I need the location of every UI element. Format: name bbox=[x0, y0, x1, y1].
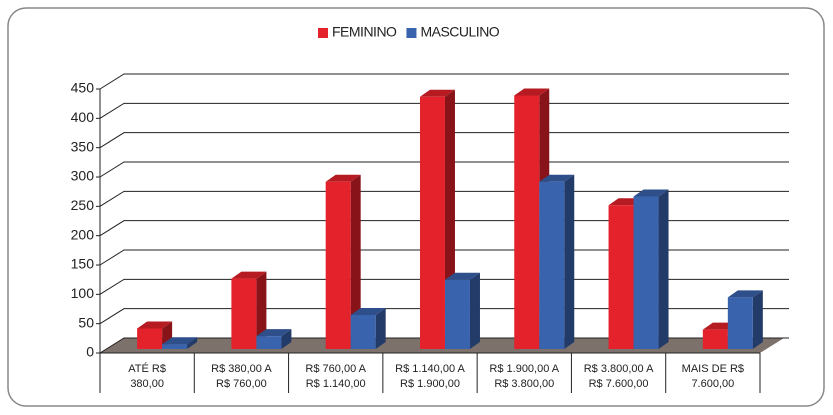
bar-top bbox=[514, 88, 550, 96]
bar-front bbox=[325, 181, 351, 349]
x-tick-label: R$ 3.800,00 bbox=[494, 378, 554, 390]
bar bbox=[727, 290, 763, 349]
x-tick-label: MAIS DE R$ bbox=[682, 363, 744, 375]
y-tick-label: 100 bbox=[71, 285, 95, 301]
legend-swatch bbox=[406, 28, 417, 38]
x-tick-label: R$ 380,00 A bbox=[211, 363, 272, 375]
y-tick-label: 200 bbox=[71, 226, 95, 242]
grid-line bbox=[99, 161, 789, 178]
bar-top bbox=[633, 189, 669, 197]
bar-top bbox=[350, 307, 386, 315]
bar-top bbox=[539, 174, 575, 182]
x-tick-label: 7.600,00 bbox=[691, 378, 734, 390]
bar bbox=[539, 174, 575, 349]
bar bbox=[444, 272, 480, 349]
bar-front bbox=[137, 328, 163, 349]
grid-line bbox=[99, 73, 789, 90]
bar-side bbox=[281, 329, 292, 349]
bar-side bbox=[375, 307, 386, 349]
bar-top bbox=[256, 329, 292, 337]
bar bbox=[256, 329, 292, 349]
legend-label: MASCULINO bbox=[420, 24, 499, 40]
bar bbox=[162, 337, 198, 349]
bar-front bbox=[514, 95, 540, 349]
bar-side bbox=[469, 272, 480, 349]
y-tick-label: 300 bbox=[71, 168, 95, 184]
bar-top bbox=[325, 174, 361, 182]
y-tick-label: 150 bbox=[71, 256, 95, 272]
bar-front bbox=[702, 329, 728, 349]
bar bbox=[137, 321, 173, 349]
bar bbox=[350, 307, 386, 349]
y-tick-label: 450 bbox=[71, 80, 95, 96]
bar-front bbox=[231, 278, 257, 349]
bar-top bbox=[419, 89, 455, 97]
bar-top bbox=[231, 271, 267, 279]
bar-front bbox=[727, 297, 753, 349]
bar-front bbox=[256, 336, 282, 349]
bar-front bbox=[162, 344, 188, 349]
x-tick-label: R$ 3.800,00 A bbox=[584, 363, 654, 375]
x-tick-label: R$ 7.600,00 bbox=[589, 378, 649, 390]
x-tick-label: ATÉ R$ bbox=[128, 362, 166, 375]
bar-top bbox=[137, 321, 173, 329]
x-tick-label: R$ 760,00 bbox=[216, 378, 267, 390]
legend-swatch bbox=[318, 28, 328, 38]
bar bbox=[231, 271, 267, 349]
bar-front bbox=[539, 181, 565, 349]
bar-top bbox=[727, 290, 763, 298]
bar-front bbox=[350, 314, 376, 349]
y-tick-label: 50 bbox=[78, 314, 94, 330]
bar-top bbox=[162, 337, 198, 345]
bar-side bbox=[256, 271, 267, 349]
bar-front bbox=[608, 205, 634, 349]
x-tick-label: R$ 1.900,00 bbox=[400, 378, 460, 390]
bar-front bbox=[444, 279, 470, 349]
bar-front bbox=[633, 196, 659, 349]
y-tick-label: 0 bbox=[86, 344, 94, 360]
bar-side bbox=[658, 189, 669, 349]
x-tick-label: R$ 1.140,00 bbox=[306, 378, 366, 390]
y-tick-label: 250 bbox=[71, 197, 95, 213]
bar-side bbox=[564, 174, 575, 349]
bar-side bbox=[350, 174, 361, 349]
x-tick-label: R$ 1.900,00 A bbox=[489, 363, 559, 375]
bar bbox=[633, 189, 669, 349]
y-tick-label: 400 bbox=[71, 109, 95, 125]
x-tick-label: R$ 1.140,00 A bbox=[395, 363, 465, 375]
grid-line bbox=[99, 102, 789, 119]
y-tick-label: 350 bbox=[71, 138, 95, 154]
x-tick-label: 380,00 bbox=[130, 378, 164, 390]
legend-label: FEMININO bbox=[332, 24, 397, 40]
bar-side bbox=[752, 290, 763, 349]
grid-line bbox=[99, 132, 789, 149]
bar-top bbox=[444, 272, 480, 280]
bar-side bbox=[187, 337, 198, 349]
x-tick-label: R$ 760,00 A bbox=[305, 363, 366, 375]
bar-front bbox=[419, 96, 445, 349]
bar bbox=[325, 174, 361, 349]
